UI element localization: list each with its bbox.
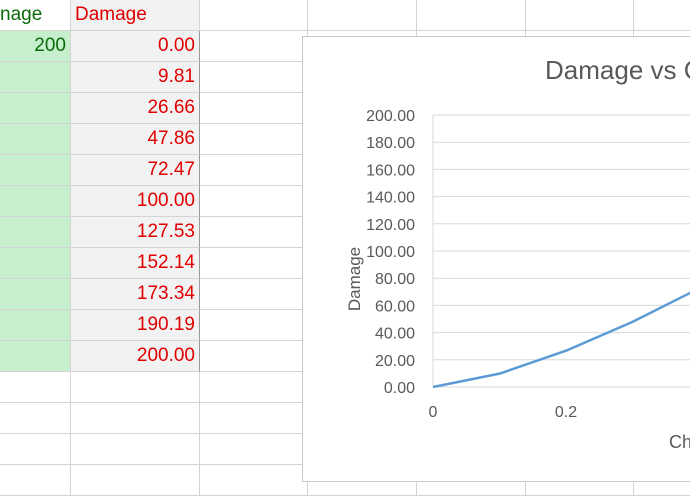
x-axis-label: Ch [669, 432, 690, 452]
damage-value-cell[interactable]: 0.00 [71, 31, 200, 62]
cell-col-c-row-14[interactable] [200, 403, 308, 434]
cell-col-a-row-3[interactable] [0, 62, 71, 93]
y-tick-label: 40.00 [375, 326, 415, 343]
cell-col-a-row-7[interactable] [0, 186, 71, 217]
cell-col-c-row-15[interactable] [200, 434, 308, 465]
cell-col-b-row-16[interactable] [71, 465, 200, 496]
header-cell-a[interactable]: nage [0, 0, 71, 31]
cell-col-c-row-13[interactable] [200, 372, 308, 403]
cell-col-c-row-7[interactable] [200, 186, 308, 217]
y-tick-label: 60.00 [375, 298, 415, 315]
cell-col-a-row-10[interactable] [0, 279, 71, 310]
cell-col-a-row-6[interactable] [0, 155, 71, 186]
cell-col-a-row-16[interactable] [0, 465, 71, 496]
y-tick-label: 160.00 [366, 162, 415, 179]
damage-value-cell[interactable]: 190.19 [71, 310, 200, 341]
cell-col-c-row-3[interactable] [200, 62, 308, 93]
y-tick-label: 80.00 [375, 271, 415, 288]
cell-col-c-row-10[interactable] [200, 279, 308, 310]
damage-value-cell[interactable]: 72.47 [71, 155, 200, 186]
cell-col-e-row-1[interactable] [417, 0, 526, 31]
y-tick-label: 140.00 [366, 190, 415, 207]
cell-col-c-row-9[interactable] [200, 248, 308, 279]
header-cell-damage[interactable]: Damage [71, 0, 200, 31]
damage-series-line[interactable] [432, 288, 690, 389]
damage-value-cell[interactable]: 47.86 [71, 124, 200, 155]
cell-col-c-row-16[interactable] [200, 465, 308, 496]
cell-col-c-row-11[interactable] [200, 310, 308, 341]
cell-col-c-row-5[interactable] [200, 124, 308, 155]
cell-col-a-row-12[interactable] [0, 341, 71, 372]
cell-col-b-row-14[interactable] [71, 403, 200, 434]
cell-col-c-row-8[interactable] [200, 217, 308, 248]
x-tick-label: 0 [429, 404, 438, 421]
cell-col-a-row-8[interactable] [0, 217, 71, 248]
y-tick-label: 0.00 [384, 380, 415, 397]
cell-col-a-row-9[interactable] [0, 248, 71, 279]
cell-col-b-row-13[interactable] [71, 372, 200, 403]
y-tick-label: 120.00 [366, 217, 415, 234]
cell-col-g-row-1[interactable] [634, 0, 690, 31]
cell-col-d-row-1[interactable] [308, 0, 417, 31]
cell-col-a-row-15[interactable] [0, 434, 71, 465]
cell-col-a-row-4[interactable] [0, 93, 71, 124]
damage-value-cell[interactable]: 173.34 [71, 279, 200, 310]
cell-col-c-row-6[interactable] [200, 155, 308, 186]
cell-col-c-row-2[interactable] [200, 31, 308, 62]
cell-col-f-row-1[interactable] [526, 0, 634, 31]
y-tick-label: 200.00 [366, 108, 415, 125]
cell-col-c-row-4[interactable] [200, 93, 308, 124]
cell-col-c-row-1[interactable] [200, 0, 308, 31]
cell-col-a-row-11[interactable] [0, 310, 71, 341]
chart-title: Damage vs C [545, 55, 690, 85]
damage-value-cell[interactable]: 26.66 [71, 93, 200, 124]
cell-col-a-row-5[interactable] [0, 124, 71, 155]
damage-value-cell[interactable]: 152.14 [71, 248, 200, 279]
cell-col-a-row-13[interactable] [0, 372, 71, 403]
damage-value-cell[interactable]: 200.00 [71, 341, 200, 372]
damage-value-cell[interactable]: 9.81 [71, 62, 200, 93]
y-tick-label: 100.00 [366, 244, 415, 261]
cell-col-c-row-12[interactable] [200, 341, 308, 372]
x-tick-label: 0.2 [555, 404, 577, 421]
cell-col-a-row-2[interactable]: 200 [0, 31, 71, 62]
chart-plot-area: 200.00 180.00 160.00 140.00 120.00 100.00 80.0… [366, 108, 690, 421]
cell-col-b-row-15[interactable] [71, 434, 200, 465]
damage-value-cell[interactable]: 100.00 [71, 186, 200, 217]
cell-col-a-row-14[interactable] [0, 403, 71, 434]
cell-col-g-row-16[interactable] [634, 465, 690, 496]
damage-chart[interactable]: Damage vs C Damage Ch 200.00 180.00 160.00… [302, 36, 690, 482]
y-tick-label: 180.00 [366, 135, 415, 152]
y-tick-label: 20.00 [375, 353, 415, 370]
damage-value-cell[interactable]: 127.53 [71, 217, 200, 248]
